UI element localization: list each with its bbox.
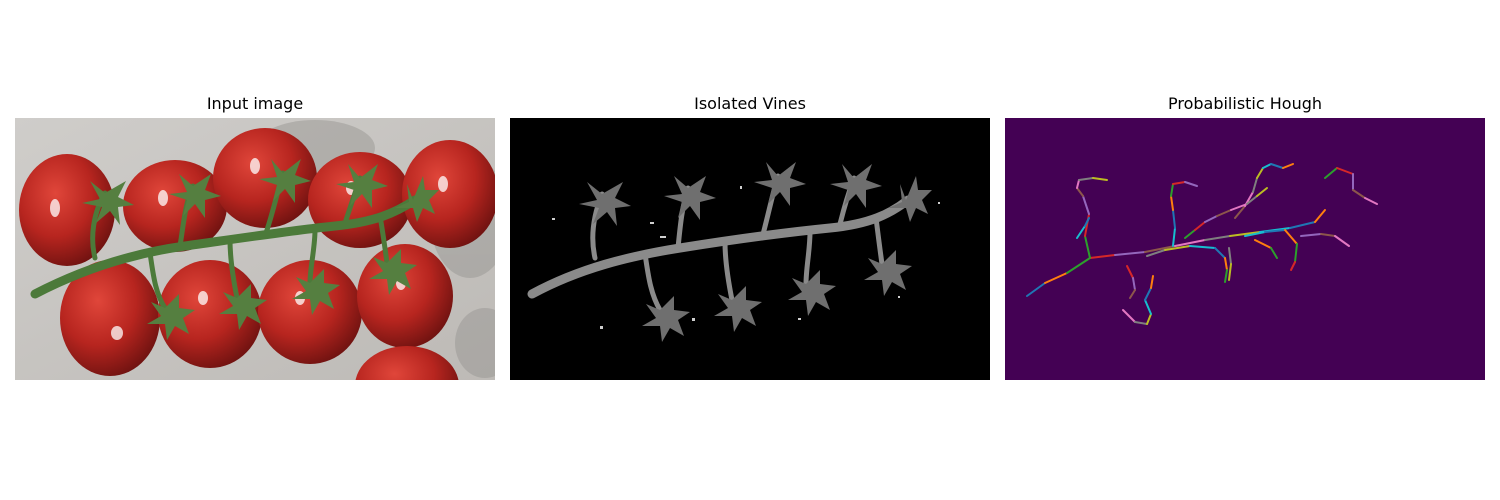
- hough-segment: [1144, 287, 1152, 301]
- hough-segment: [1122, 309, 1136, 323]
- hough-segment: [1076, 179, 1080, 189]
- hough-segment: [1224, 269, 1228, 283]
- hough-segment: [1114, 251, 1146, 256]
- hough-lines-image: [1005, 118, 1485, 380]
- hough-segment: [1078, 177, 1094, 181]
- input-image-title: Input image: [206, 94, 304, 113]
- isolated-vines-panel: [510, 118, 990, 380]
- hough-segment: [1300, 233, 1322, 237]
- hough-segment: [1066, 257, 1091, 274]
- vine: [30, 170, 420, 311]
- hough-segment: [1364, 197, 1378, 205]
- hough-segment: [1126, 265, 1134, 279]
- hough-segment: [1172, 227, 1176, 247]
- hough-segment: [1228, 263, 1232, 281]
- hough-segment: [1150, 275, 1154, 289]
- hough-segment: [1172, 209, 1176, 229]
- hough-segment: [1144, 245, 1176, 253]
- hough-segment: [1224, 257, 1228, 271]
- hough-segment: [1084, 217, 1090, 227]
- hough-segment: [1204, 215, 1218, 223]
- hough-segment: [1254, 239, 1272, 249]
- hough-segment: [1184, 181, 1198, 187]
- hough-segment: [1270, 163, 1284, 169]
- hough-segment: [1256, 167, 1264, 179]
- hough-segment: [1294, 243, 1298, 263]
- isolated-sepals: [579, 162, 932, 342]
- hough-background: [1005, 118, 1485, 380]
- hough-segment: [1146, 313, 1152, 325]
- tomato: [355, 346, 459, 380]
- hough-segment: [1194, 221, 1206, 231]
- hough-segment: [1334, 235, 1350, 247]
- hough-line-segments: [1026, 163, 1378, 325]
- hough-segment: [1214, 247, 1226, 259]
- hough-segment: [1290, 261, 1296, 271]
- hough-segment: [1352, 189, 1366, 199]
- hough-segment: [1189, 245, 1216, 249]
- tomatoes: [19, 128, 495, 380]
- input-image: [15, 118, 495, 380]
- input-image-panel: [15, 118, 495, 380]
- tomato: [19, 154, 115, 266]
- hough-segment: [1270, 247, 1278, 259]
- hough-segment: [1264, 229, 1286, 233]
- hough-segment: [1134, 321, 1148, 325]
- hough-segment: [1184, 229, 1196, 239]
- hough-segment: [1132, 277, 1136, 291]
- hough-segment: [1129, 289, 1136, 299]
- probabilistic-hough-title: Probabilistic Hough: [1167, 94, 1323, 113]
- hough-segment: [1289, 221, 1316, 229]
- sepals: [82, 159, 439, 340]
- hough-segment: [1244, 231, 1266, 237]
- hough-segment: [1234, 205, 1246, 219]
- hough-segment: [1252, 177, 1258, 193]
- isolated-vines-title: Isolated Vines: [694, 94, 806, 113]
- hough-segment: [1082, 195, 1090, 215]
- tomato: [402, 140, 495, 248]
- tomato: [60, 260, 160, 376]
- hough-segment: [1230, 203, 1248, 211]
- hough-segment: [1324, 167, 1338, 179]
- hough-segment: [1336, 167, 1354, 175]
- hough-segment: [1282, 163, 1294, 169]
- hough-segment: [1262, 163, 1272, 169]
- hough-segment: [1314, 209, 1326, 223]
- hough-segment: [1170, 183, 1174, 197]
- hough-segment: [1284, 229, 1298, 245]
- hough-segment: [1164, 245, 1191, 251]
- probabilistic-hough-panel: [1005, 118, 1485, 380]
- hough-segment: [1144, 299, 1152, 315]
- hough-segment: [1204, 235, 1231, 241]
- mask-background: [510, 118, 990, 380]
- hough-segment: [1170, 195, 1174, 211]
- hough-segment: [1026, 282, 1046, 297]
- hough-segment: [1246, 195, 1258, 205]
- isolated-vines-image: [510, 118, 990, 380]
- hough-segment: [1076, 225, 1086, 239]
- hough-segment: [1146, 249, 1166, 257]
- hough-segment: [1092, 177, 1108, 181]
- hough-segment: [1216, 209, 1232, 217]
- hough-segment: [1229, 231, 1261, 237]
- hough-segment: [1172, 181, 1186, 185]
- hough-segment: [1089, 254, 1116, 259]
- hough-segment: [1076, 187, 1084, 197]
- tomato: [213, 128, 317, 228]
- hough-segment: [1256, 187, 1268, 197]
- hough-segment: [1044, 272, 1068, 284]
- hough-segment: [1320, 233, 1336, 237]
- hough-segment: [1228, 247, 1232, 265]
- tomato: [357, 244, 453, 348]
- hough-segment: [1084, 235, 1091, 259]
- hough-segment: [1174, 239, 1206, 247]
- tomato: [308, 152, 412, 248]
- noise-specks: [552, 186, 940, 329]
